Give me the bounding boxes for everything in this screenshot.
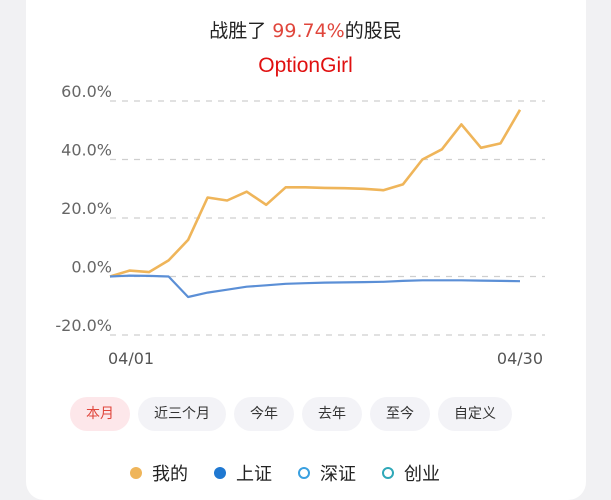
period-custom[interactable]: 自定义	[438, 397, 512, 431]
legend-dot-icon	[214, 467, 226, 479]
legend-label: 上证	[236, 464, 272, 485]
y-tick-label: 40.0%	[61, 141, 112, 160]
chart-legend: 我的 上证 深证 创业	[130, 460, 440, 486]
legend-dot-icon	[130, 467, 142, 479]
period-selector: 本月 近三个月 今年 去年 至今 自定义	[70, 397, 512, 431]
legend-chinext[interactable]: 创业	[382, 460, 440, 486]
legend-mine[interactable]: 我的	[130, 460, 188, 486]
y-tick-label: 60.0%	[61, 82, 112, 101]
period-three-months[interactable]: 近三个月	[138, 397, 226, 431]
x-tick-label: 04/01	[108, 349, 154, 368]
headline-prefix: 战胜了	[209, 20, 273, 42]
y-tick-label: 0.0%	[71, 258, 112, 277]
legend-dot-icon	[382, 467, 394, 479]
username: OptionGirl	[258, 54, 353, 77]
series-line-shanghai	[109, 274, 521, 299]
period-last-year[interactable]: 去年	[302, 397, 362, 431]
legend-label: 深证	[320, 464, 356, 485]
ranking-headline: 战胜了 99.74%的股民	[0, 16, 611, 43]
period-to-date[interactable]: 至今	[370, 397, 430, 431]
legend-shanghai[interactable]: 上证	[214, 460, 272, 486]
y-tick-label: 20.0%	[61, 199, 112, 218]
legend-label: 我的	[152, 464, 188, 485]
legend-label: 创业	[404, 464, 440, 485]
series-line-mine	[109, 109, 522, 278]
period-this-month[interactable]: 本月	[70, 397, 130, 431]
x-tick-label: 04/30	[497, 349, 543, 368]
beat-percentage: 99.74%	[272, 20, 345, 42]
legend-dot-icon	[298, 467, 310, 479]
legend-shenzhen[interactable]: 深证	[298, 460, 356, 486]
headline-suffix: 的股民	[344, 20, 402, 42]
y-tick-label: -20.0%	[55, 316, 112, 335]
period-this-year[interactable]: 今年	[234, 397, 294, 431]
